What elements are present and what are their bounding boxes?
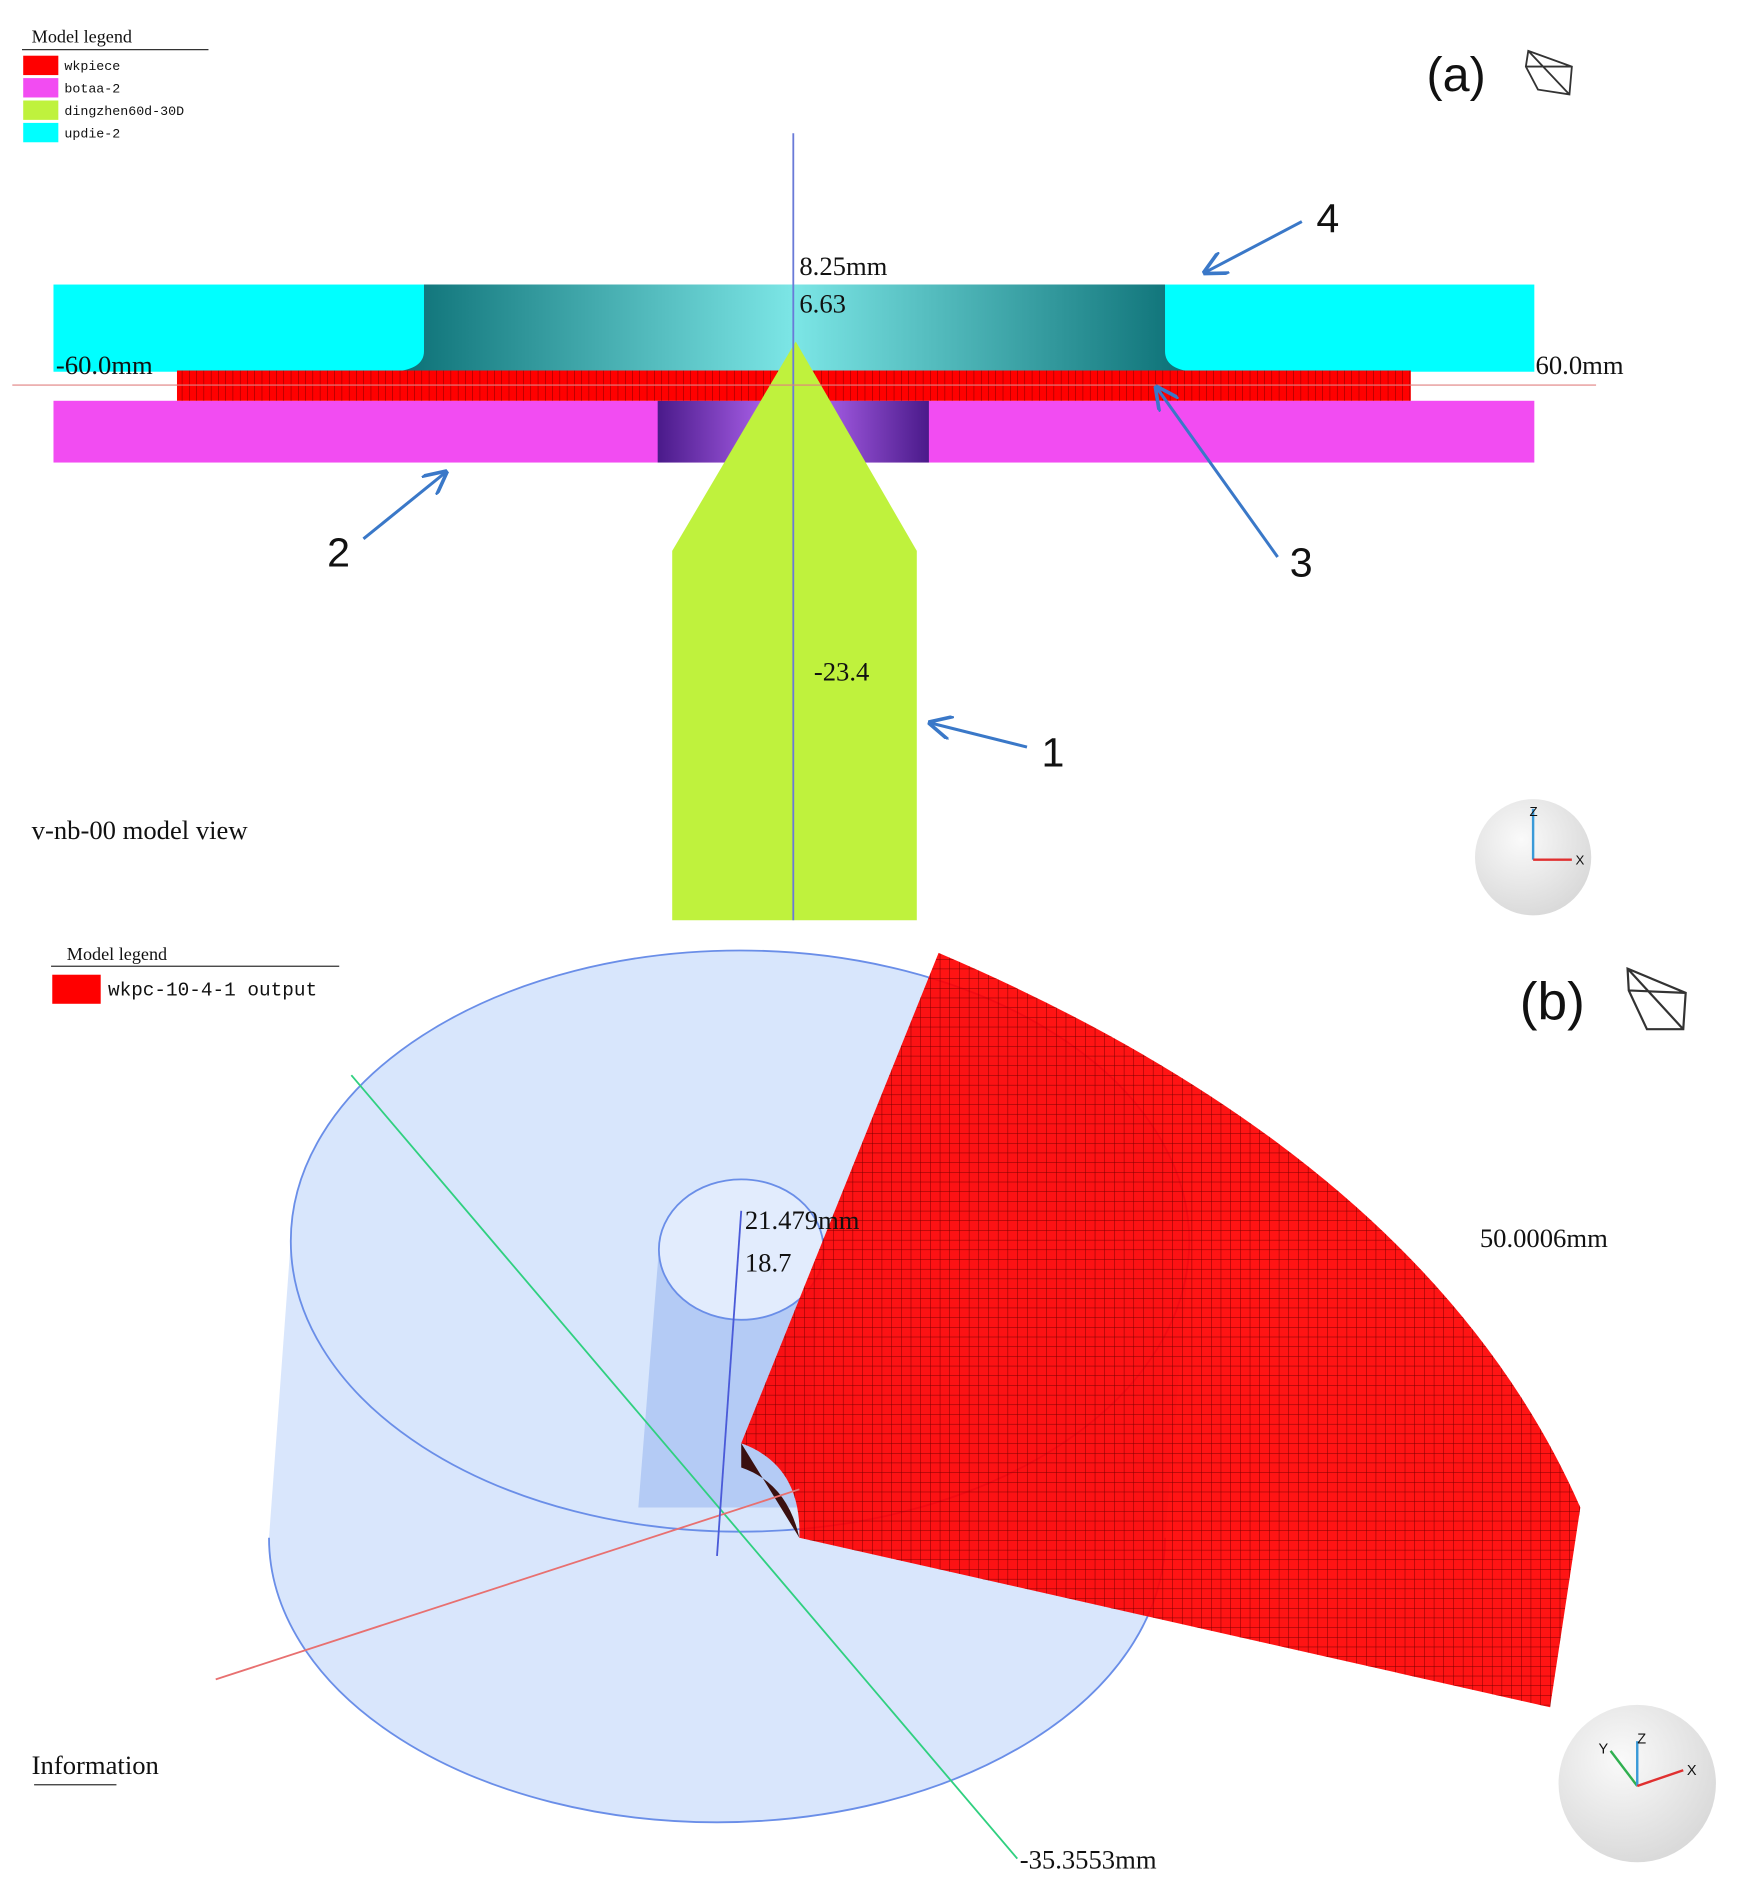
panel-label: (b) <box>1520 973 1585 1032</box>
legend: wkpc-10-4-1 output <box>52 974 317 1004</box>
dimension: -35.3553mm <box>1020 1844 1157 1874</box>
axis-line <box>215 1488 800 1681</box>
dimension: 50.0006mm <box>1480 1223 1608 1253</box>
triad-axis <box>1636 1769 1684 1788</box>
panel-b: Model legend wkpc-10-4-1 output (b) 21.4… <box>32 944 1716 1874</box>
legend-swatch <box>23 55 59 76</box>
dimension: 6.63 <box>799 288 846 318</box>
dimension: 60.0mm <box>1536 350 1624 380</box>
legend-label: botaa-2 <box>64 82 120 97</box>
cylinder-hole-top <box>657 1178 825 1321</box>
triad-label: X <box>1575 853 1584 868</box>
arrow <box>362 472 445 540</box>
dimension: 8.25mm <box>799 251 887 281</box>
callout: 4 <box>1316 195 1339 241</box>
legend-swatch <box>23 100 59 120</box>
legend-swatch <box>52 974 101 1004</box>
triad-label: X <box>1687 1763 1697 1779</box>
panel-label: (a) <box>1427 48 1486 102</box>
callout: 1 <box>1042 729 1065 775</box>
cylinder-edge <box>268 1537 1166 1824</box>
arrow <box>1157 387 1279 558</box>
info-label: Information <box>32 1750 159 1780</box>
dimension: 21.479mm <box>745 1205 860 1235</box>
dimension: -23.4 <box>814 656 869 686</box>
legend-label: wkpc-10-4-1 output <box>108 979 317 1001</box>
callout: 3 <box>1290 539 1313 585</box>
legend-title: Model legend <box>32 26 132 46</box>
legend-label: updie-2 <box>64 126 120 141</box>
dimension: -60.0mm <box>56 350 153 380</box>
axis-line <box>350 1074 1018 1860</box>
legend-swatch <box>23 122 59 143</box>
triad-label: Z <box>1637 1732 1646 1748</box>
legend-title: Model legend <box>67 944 167 964</box>
callout: 2 <box>327 530 350 576</box>
punch <box>672 341 917 921</box>
legend-label: wkpiece <box>64 59 120 74</box>
triad-label: Z <box>1529 804 1537 819</box>
legend: wkpiece botaa-2 dingzhen60d-30D updie-2 <box>23 55 184 143</box>
arrow <box>930 723 1028 749</box>
panel-a: Model legend wkpiece botaa-2 dingzhen60d-3… <box>12 26 1624 921</box>
view-icon <box>1626 966 1687 1031</box>
view-name: v-nb-00 model view <box>32 815 249 845</box>
legend-swatch <box>23 78 59 98</box>
arrow <box>1205 220 1303 273</box>
workpiece-mesh <box>741 952 1581 1708</box>
dimension: 18.7 <box>745 1247 792 1277</box>
workpiece-edge <box>741 1443 800 1538</box>
legend-label: dingzhen60d-30D <box>64 104 184 119</box>
view-icon <box>1524 49 1573 96</box>
triad-label: Y <box>1598 1741 1608 1757</box>
triad-axis <box>1609 1750 1639 1787</box>
axis-line <box>716 1210 743 1556</box>
